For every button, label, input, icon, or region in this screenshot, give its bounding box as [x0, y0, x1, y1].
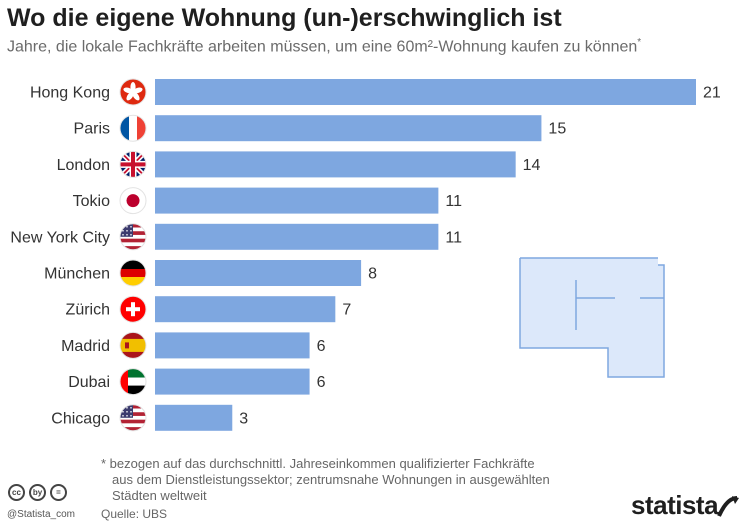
- credit: @Statista_com: [7, 509, 75, 520]
- footnote: * bezogen auf das durchschnittl. Jahrese…: [101, 456, 550, 503]
- value-label: 21: [703, 85, 721, 102]
- category-label: Zürich: [66, 302, 110, 319]
- spain-flag-icon: [119, 331, 147, 359]
- switzerland-flag-icon: [119, 295, 147, 323]
- category-label: New York City: [10, 229, 110, 246]
- license-icons: cc by =: [8, 484, 67, 501]
- france-flag-icon: [119, 114, 147, 142]
- value-label: 11: [445, 193, 462, 210]
- nd-icon: =: [50, 484, 67, 501]
- category-label: Tokio: [73, 193, 110, 210]
- source: Quelle: UBS: [101, 507, 168, 521]
- value-label: 14: [523, 157, 541, 174]
- bar: [155, 332, 310, 359]
- category-label: Chicago: [51, 410, 110, 427]
- uk-flag-icon: [119, 150, 147, 178]
- value-label: 7: [342, 302, 351, 319]
- japan-flag-icon: [119, 187, 147, 215]
- usa-flag-icon: [119, 223, 147, 251]
- chart-subtitle: Jahre, die lokale Fachkräfte arbeiten mü…: [7, 37, 642, 56]
- chart-title: Wo die eigene Wohnung (un-)erschwinglich…: [7, 4, 562, 32]
- bar: [155, 404, 233, 431]
- category-label: Paris: [74, 121, 110, 138]
- bar: [155, 260, 362, 286]
- bar: [155, 151, 516, 178]
- category-label: Hong Kong: [30, 85, 110, 102]
- category-label: London: [57, 157, 110, 174]
- bar: [155, 223, 439, 250]
- germany-flag-icon: [119, 259, 147, 287]
- value-label: 11: [445, 229, 462, 246]
- bar: [155, 368, 310, 395]
- cc-icon: cc: [8, 484, 25, 501]
- bar: [155, 187, 439, 214]
- by-icon: by: [29, 484, 46, 501]
- value-label: 8: [368, 266, 377, 283]
- value-label: 3: [239, 410, 248, 427]
- statista-logo[interactable]: statista: [631, 490, 719, 520]
- value-label: 6: [317, 338, 326, 355]
- bar-chart: Hong Kong 21 Paris 15 London 14 Tokio 11 New Yor…: [10, 78, 721, 432]
- uae-flag-icon: [119, 368, 147, 396]
- category-label: Dubai: [68, 374, 110, 391]
- usa-flag-icon: [119, 404, 147, 432]
- bar: [155, 296, 336, 323]
- bar: [155, 115, 542, 142]
- floorplan-illustration: [519, 257, 665, 378]
- category-label: Madrid: [61, 338, 110, 355]
- statista-logo-icon: [717, 496, 739, 517]
- hong-kong-flag-icon: [119, 78, 147, 106]
- category-label: München: [44, 266, 110, 283]
- bar: [155, 79, 696, 105]
- value-label: 15: [548, 121, 566, 138]
- value-label: 6: [317, 374, 326, 391]
